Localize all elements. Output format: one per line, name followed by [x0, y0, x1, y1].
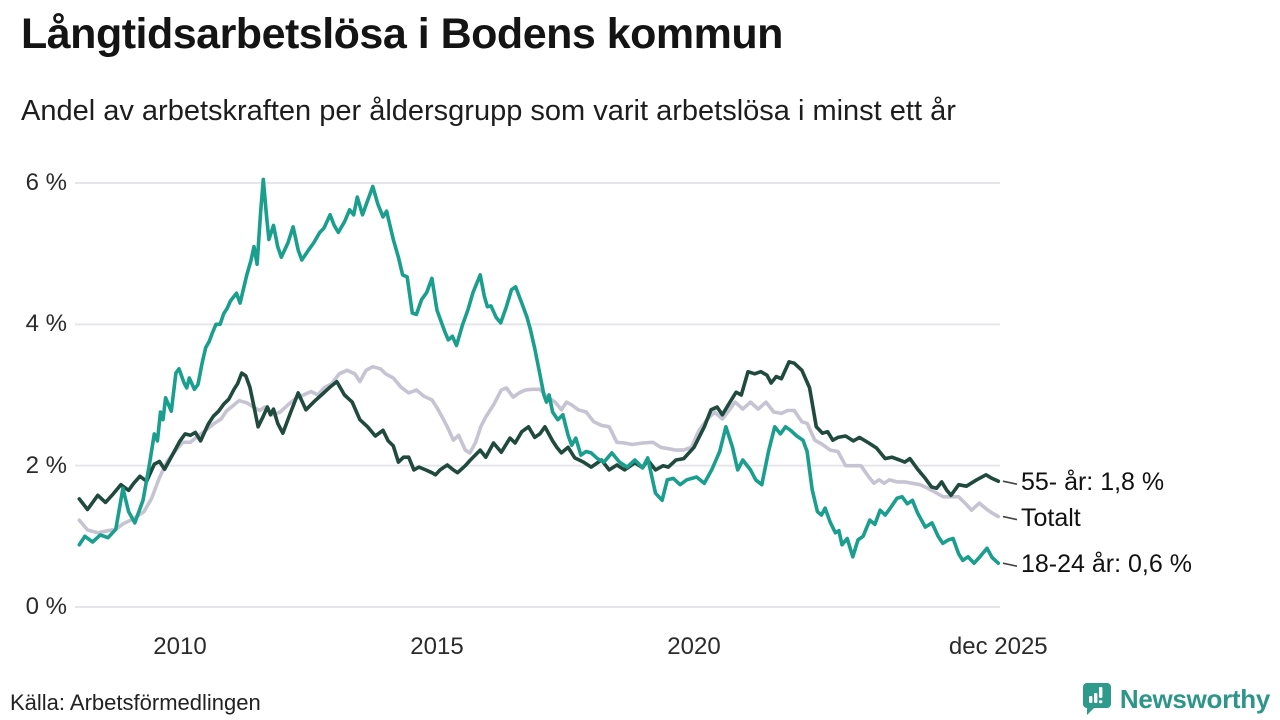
series-55-line [77, 360, 1001, 512]
newsworthy-bubble-icon [1082, 683, 1111, 715]
y-tick-2: 4 % [25, 310, 67, 338]
x-tick-1: 2015 [410, 633, 464, 660]
gridlines [75, 181, 1000, 608]
brand-name: Newsworthy [1119, 683, 1270, 714]
y-tick-1: 2 % [25, 451, 67, 479]
page-title: Långtidsarbetslösa i Bodens kommun [21, 10, 783, 58]
y-tick-3: 6 % [25, 168, 67, 196]
x-tick-2: 2020 [667, 633, 721, 660]
series-totalt-line [77, 364, 1001, 535]
series-label-totalt: Totalt [1021, 503, 1081, 532]
series-18-24-line [77, 177, 1001, 565]
series-label-18-24: 18-24 år: 0,6 % [1021, 550, 1192, 579]
y-tick-0: 0 % [25, 593, 67, 620]
label-leader-ticks [1002, 480, 1018, 567]
brand-logo: Newsworthy [1082, 682, 1270, 716]
source-note: Källa: Arbetsförmedlingen [10, 690, 261, 715]
x-tick-3: dec 2025 [948, 633, 1048, 660]
x-tick-0: 2010 [153, 633, 207, 660]
page-subtitle: Andel av arbetskraften per åldersgrupp s… [21, 95, 956, 127]
series-label-55: 55- år: 1,8 % [1021, 468, 1165, 497]
